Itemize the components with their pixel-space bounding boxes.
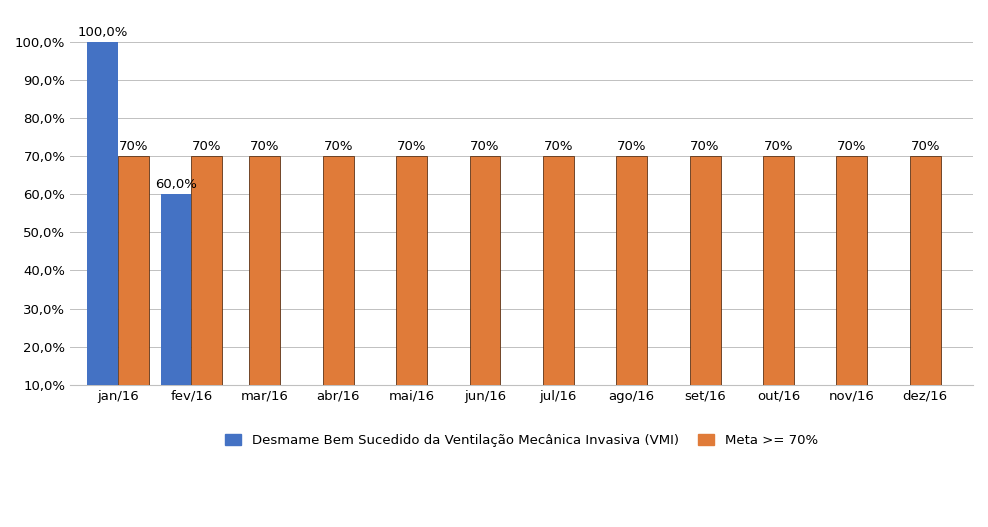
Text: 70%: 70%	[543, 140, 573, 153]
Bar	[87, 42, 118, 423]
Text: 70%: 70%	[323, 140, 353, 153]
Text: 100,0%: 100,0%	[77, 26, 127, 38]
Text: 70%: 70%	[397, 140, 426, 153]
Text: 70%: 70%	[837, 140, 866, 153]
Bar	[910, 156, 941, 423]
Bar	[118, 156, 149, 423]
Bar	[160, 194, 192, 423]
Text: 70%: 70%	[911, 140, 940, 153]
Bar	[192, 156, 222, 423]
Bar	[323, 156, 354, 423]
Bar	[249, 156, 281, 423]
Text: 70%: 70%	[192, 140, 221, 153]
Text: 70%: 70%	[470, 140, 500, 153]
Bar	[837, 156, 867, 423]
Text: 70%: 70%	[119, 140, 148, 153]
Text: 70%: 70%	[691, 140, 720, 153]
Text: 70%: 70%	[617, 140, 646, 153]
Text: 60,0%: 60,0%	[155, 178, 197, 191]
Legend: Desmame Bem Sucedido da Ventilação Mecânica Invasiva (VMI), Meta >= 70%: Desmame Bem Sucedido da Ventilação Mecân…	[220, 428, 823, 452]
Bar	[617, 156, 647, 423]
Bar	[542, 156, 574, 423]
Bar	[690, 156, 720, 423]
Text: 70%: 70%	[764, 140, 793, 153]
Bar	[469, 156, 500, 423]
Text: 70%: 70%	[250, 140, 280, 153]
Bar	[396, 156, 427, 423]
Bar	[763, 156, 794, 423]
